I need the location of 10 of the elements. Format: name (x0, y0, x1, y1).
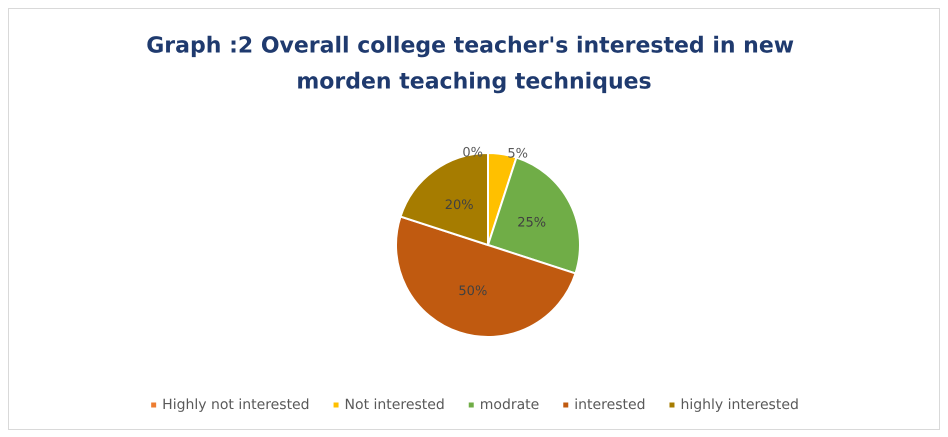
legend-label: interested (574, 397, 646, 413)
data-label: 5% (507, 146, 528, 162)
chart-title: Graph :2 Overall college teacher's interested in new morden teaching techniques (146, 34, 802, 94)
data-label: 25% (517, 215, 546, 230)
legend-label: highly interested (680, 397, 799, 413)
data-label: 20% (444, 198, 474, 213)
data-label: 50% (458, 284, 488, 300)
legend-label: modrate (480, 397, 540, 413)
legend-label: Highly not interested (162, 397, 310, 413)
legend-label: Not interested (344, 397, 445, 413)
